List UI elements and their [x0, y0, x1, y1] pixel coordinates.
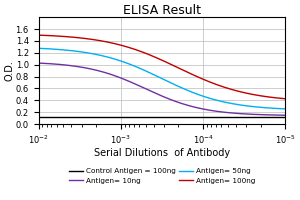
Antigen= 50ng: [184, 88, 187, 91]
Control Antigen = 100ng: [154, 116, 158, 118]
Line: Antigen= 10ng: Antigen= 10ng: [38, 63, 285, 115]
Line: Antigen= 100ng: Antigen= 100ng: [38, 35, 285, 99]
Control Antigen = 100ng: [155, 116, 159, 118]
Control Antigen = 100ng: [239, 116, 243, 118]
Antigen= 50ng: [284, 108, 287, 110]
Antigen= 10ng: [155, 93, 159, 95]
Antigen= 100ng: [184, 70, 187, 72]
Antigen= 100ng: [278, 97, 281, 99]
Title: ELISA Result: ELISA Result: [123, 4, 201, 17]
Legend: Control Antigen = 100ng, Antigen= 10ng, Antigen= 50ng, Antigen= 100ng: Control Antigen = 100ng, Antigen= 10ng, …: [69, 168, 255, 184]
Y-axis label: O.D.: O.D.: [4, 60, 14, 81]
Antigen= 10ng: [154, 92, 158, 95]
Antigen= 50ng: [278, 107, 281, 110]
Antigen= 100ng: [170, 64, 174, 66]
Antigen= 10ng: [239, 112, 243, 115]
Antigen= 100ng: [154, 56, 158, 59]
Antigen= 10ng: [170, 99, 174, 101]
Antigen= 10ng: [284, 114, 287, 116]
Control Antigen = 100ng: [278, 116, 281, 118]
Antigen= 50ng: [37, 47, 40, 50]
Antigen= 100ng: [155, 57, 159, 59]
Antigen= 100ng: [239, 91, 243, 93]
Control Antigen = 100ng: [284, 116, 287, 118]
Antigen= 50ng: [155, 75, 159, 78]
Antigen= 50ng: [170, 82, 174, 85]
Antigen= 50ng: [239, 104, 243, 106]
Control Antigen = 100ng: [184, 116, 187, 118]
Control Antigen = 100ng: [170, 116, 174, 118]
Antigen= 100ng: [37, 34, 40, 36]
X-axis label: Serial Dilutions  of Antibody: Serial Dilutions of Antibody: [94, 148, 230, 158]
Antigen= 100ng: [284, 98, 287, 100]
Antigen= 50ng: [154, 74, 158, 77]
Line: Antigen= 50ng: Antigen= 50ng: [38, 48, 285, 109]
Antigen= 10ng: [278, 114, 281, 116]
Antigen= 10ng: [184, 103, 187, 106]
Antigen= 10ng: [37, 62, 40, 64]
Control Antigen = 100ng: [37, 116, 40, 118]
